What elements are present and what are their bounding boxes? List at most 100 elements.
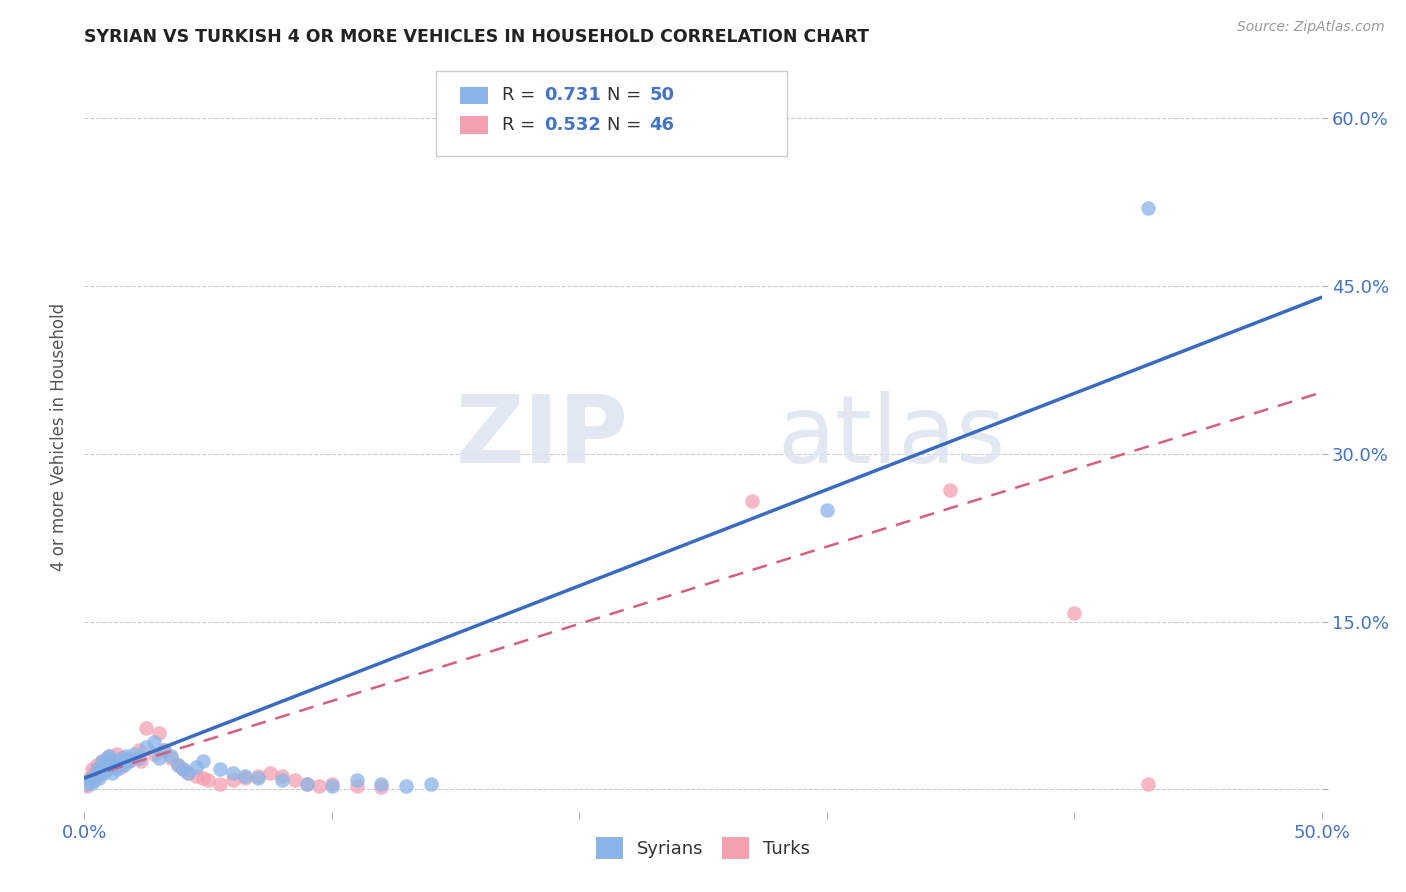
- Point: [105, 762, 128, 776]
- Point: [103, 760, 125, 774]
- Point: [346, 779, 368, 793]
- Point: [295, 777, 318, 791]
- Point: [129, 755, 152, 769]
- Point: [98, 748, 121, 763]
- Point: [321, 779, 343, 793]
- Point: [172, 762, 194, 776]
- Point: [79, 773, 101, 788]
- Point: [110, 751, 132, 765]
- Point: [370, 780, 392, 794]
- Text: N =: N =: [607, 87, 647, 104]
- Point: [741, 493, 763, 508]
- Text: R =: R =: [502, 116, 541, 134]
- Text: 50: 50: [650, 87, 675, 104]
- Point: [370, 777, 392, 791]
- Point: [83, 773, 105, 788]
- Point: [172, 762, 194, 776]
- Point: [90, 755, 112, 769]
- Point: [346, 773, 368, 788]
- Point: [271, 773, 294, 788]
- Point: [80, 775, 103, 789]
- Point: [135, 739, 157, 754]
- Point: [939, 483, 962, 497]
- Point: [815, 502, 838, 516]
- Point: [271, 769, 294, 783]
- Point: [284, 773, 307, 788]
- Point: [177, 765, 200, 780]
- Point: [90, 755, 112, 769]
- Point: [259, 765, 281, 780]
- Point: [167, 757, 190, 772]
- Point: [89, 765, 111, 780]
- Point: [395, 779, 418, 793]
- Point: [222, 773, 245, 788]
- Point: [93, 765, 115, 780]
- Point: [191, 771, 214, 785]
- Point: [209, 777, 232, 791]
- Point: [118, 755, 141, 769]
- Point: [118, 755, 141, 769]
- Point: [167, 757, 190, 772]
- Point: [222, 765, 245, 780]
- Point: [308, 779, 330, 793]
- Point: [86, 762, 108, 776]
- Point: [93, 760, 115, 774]
- Point: [142, 735, 165, 749]
- Point: [122, 747, 145, 761]
- Point: [128, 743, 150, 757]
- Point: [89, 771, 111, 785]
- Text: Source: ZipAtlas.com: Source: ZipAtlas.com: [1237, 20, 1385, 34]
- Point: [112, 757, 135, 772]
- Text: 46: 46: [650, 116, 675, 134]
- Point: [246, 771, 269, 785]
- Point: [96, 751, 118, 765]
- Point: [108, 757, 131, 772]
- Point: [83, 765, 105, 780]
- Point: [197, 773, 219, 788]
- Point: [80, 771, 103, 785]
- Point: [76, 779, 98, 793]
- Point: [148, 751, 170, 765]
- Point: [105, 747, 128, 761]
- Point: [100, 765, 122, 780]
- Text: R =: R =: [502, 87, 541, 104]
- Point: [152, 743, 174, 757]
- Text: SYRIAN VS TURKISH 4 OR MORE VEHICLES IN HOUSEHOLD CORRELATION CHART: SYRIAN VS TURKISH 4 OR MORE VEHICLES IN …: [84, 28, 869, 45]
- Point: [295, 777, 318, 791]
- Point: [103, 755, 125, 769]
- Point: [233, 769, 256, 783]
- Text: 0.731: 0.731: [544, 87, 600, 104]
- Point: [160, 751, 183, 765]
- Point: [160, 748, 183, 763]
- Point: [148, 726, 170, 740]
- Point: [184, 769, 207, 783]
- Text: 0.532: 0.532: [544, 116, 600, 134]
- Point: [122, 751, 145, 765]
- Point: [86, 769, 108, 783]
- Point: [184, 760, 207, 774]
- Point: [110, 760, 132, 774]
- Text: atlas: atlas: [778, 391, 1005, 483]
- Text: ZIP: ZIP: [456, 391, 628, 483]
- Point: [177, 765, 200, 780]
- Point: [80, 762, 103, 776]
- Legend: Syrians, Turks: Syrians, Turks: [589, 830, 817, 866]
- Point: [98, 755, 121, 769]
- Y-axis label: 4 or more Vehicles in Household: 4 or more Vehicles in Household: [51, 303, 69, 571]
- Point: [89, 762, 111, 776]
- Point: [1137, 201, 1160, 215]
- Point: [191, 755, 214, 769]
- Point: [96, 762, 118, 776]
- Point: [419, 777, 441, 791]
- Point: [128, 751, 150, 765]
- Point: [112, 751, 135, 765]
- Point: [90, 760, 112, 774]
- Point: [76, 777, 98, 791]
- Point: [1137, 777, 1160, 791]
- Point: [233, 771, 256, 785]
- Point: [86, 757, 108, 772]
- Point: [79, 771, 101, 785]
- Point: [135, 721, 157, 735]
- Point: [100, 757, 122, 772]
- Point: [93, 757, 115, 772]
